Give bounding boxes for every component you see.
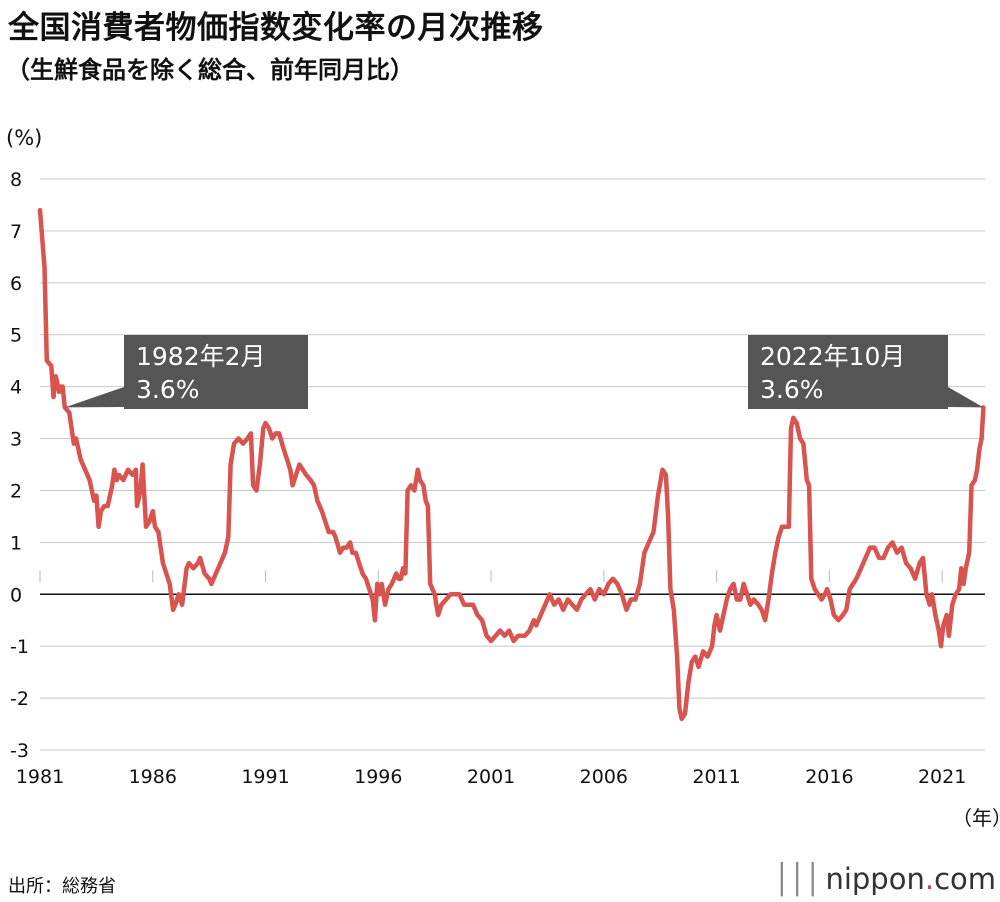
cpi-series-line [37,207,986,722]
y-tick-label: 1 [10,532,22,554]
callout-box [748,335,948,409]
y-tick-label: 7 [10,221,22,243]
source-note: 出所：総務省 [8,876,116,897]
x-tick-label: 1996 [354,766,402,788]
x-tick-label: 1991 [241,766,289,788]
callout-box [124,335,308,409]
x-tick-label: 2006 [580,766,628,788]
x-tick-label: 1986 [129,766,177,788]
x-tick-label: 2001 [467,766,515,788]
y-axis-unit: (%) [6,126,43,150]
callout-date: 2022年10月 [760,342,905,371]
x-tick-label: 1981 [16,766,64,788]
y-tick-label: 0 [10,584,22,606]
x-tick-label: 2021 [918,766,966,788]
y-tick-label: -3 [10,740,29,762]
y-tick-label: 8 [10,169,22,191]
logo-dot: . [924,862,935,896]
callout-value: 3.6% [136,375,200,404]
nippon-logo: │││ nippon.com [773,862,996,896]
x-tick-label: 2016 [805,766,853,788]
chart-subtitle: （生鮮食品を除く総合、前年同月比） [6,56,414,84]
y-tick-label: 4 [10,377,22,399]
y-tick-label: -2 [10,688,29,710]
y-tick-label: 2 [10,480,22,502]
y-tick-label: -1 [10,636,29,658]
logo-text: nippon [825,862,925,896]
callout-value: 3.6% [760,375,824,404]
logo-marks: │││ [773,862,821,896]
y-tick-label: 3 [10,429,22,451]
y-tick-label: 6 [10,273,22,295]
callout-date: 1982年2月 [136,342,266,371]
callout-pointer [948,387,984,408]
x-tick-label: 2011 [692,766,740,788]
x-axis-unit: （年） [952,806,1000,830]
y-tick-label: 5 [10,325,22,347]
logo-tld: com [934,862,996,896]
callout-pointer [64,387,124,408]
chart-title: 全国消費者物価指数変化率の月次推移 [8,10,544,46]
